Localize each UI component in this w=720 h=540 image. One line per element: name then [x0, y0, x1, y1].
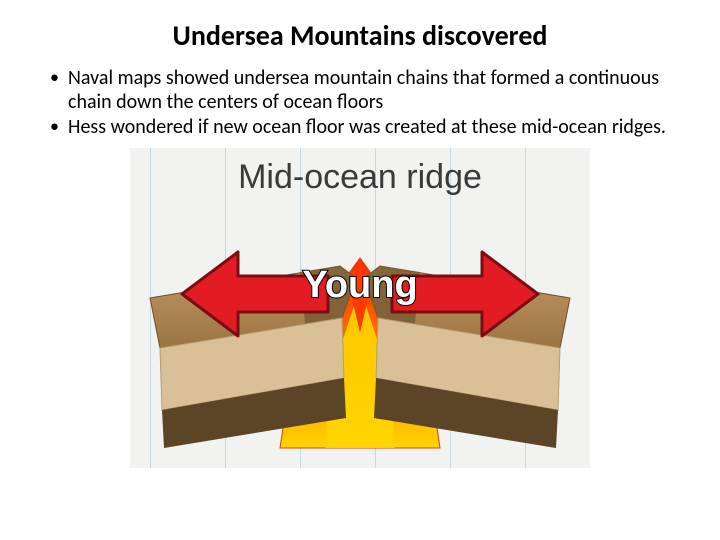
bullet-text: Naval maps showed undersea mountain chai… — [68, 66, 659, 114]
diagram-container: Mid-ocean ridge — [36, 148, 684, 468]
list-item: Naval maps showed undersea mountain chai… — [46, 67, 684, 114]
page-title: Undersea Mountains discovered — [36, 18, 684, 53]
slide: Undersea Mountains discovered Naval maps… — [0, 0, 720, 540]
list-item: Hess wondered if new ocean floor was cre… — [46, 116, 684, 140]
mid-ocean-ridge-diagram: Mid-ocean ridge — [130, 148, 590, 468]
young-label: Young — [130, 264, 590, 307]
bullet-list: Naval maps showed undersea mountain chai… — [36, 67, 684, 140]
ridge-illustration — [130, 148, 590, 468]
bullet-text: Hess wondered if new ocean floor was cre… — [68, 115, 666, 139]
